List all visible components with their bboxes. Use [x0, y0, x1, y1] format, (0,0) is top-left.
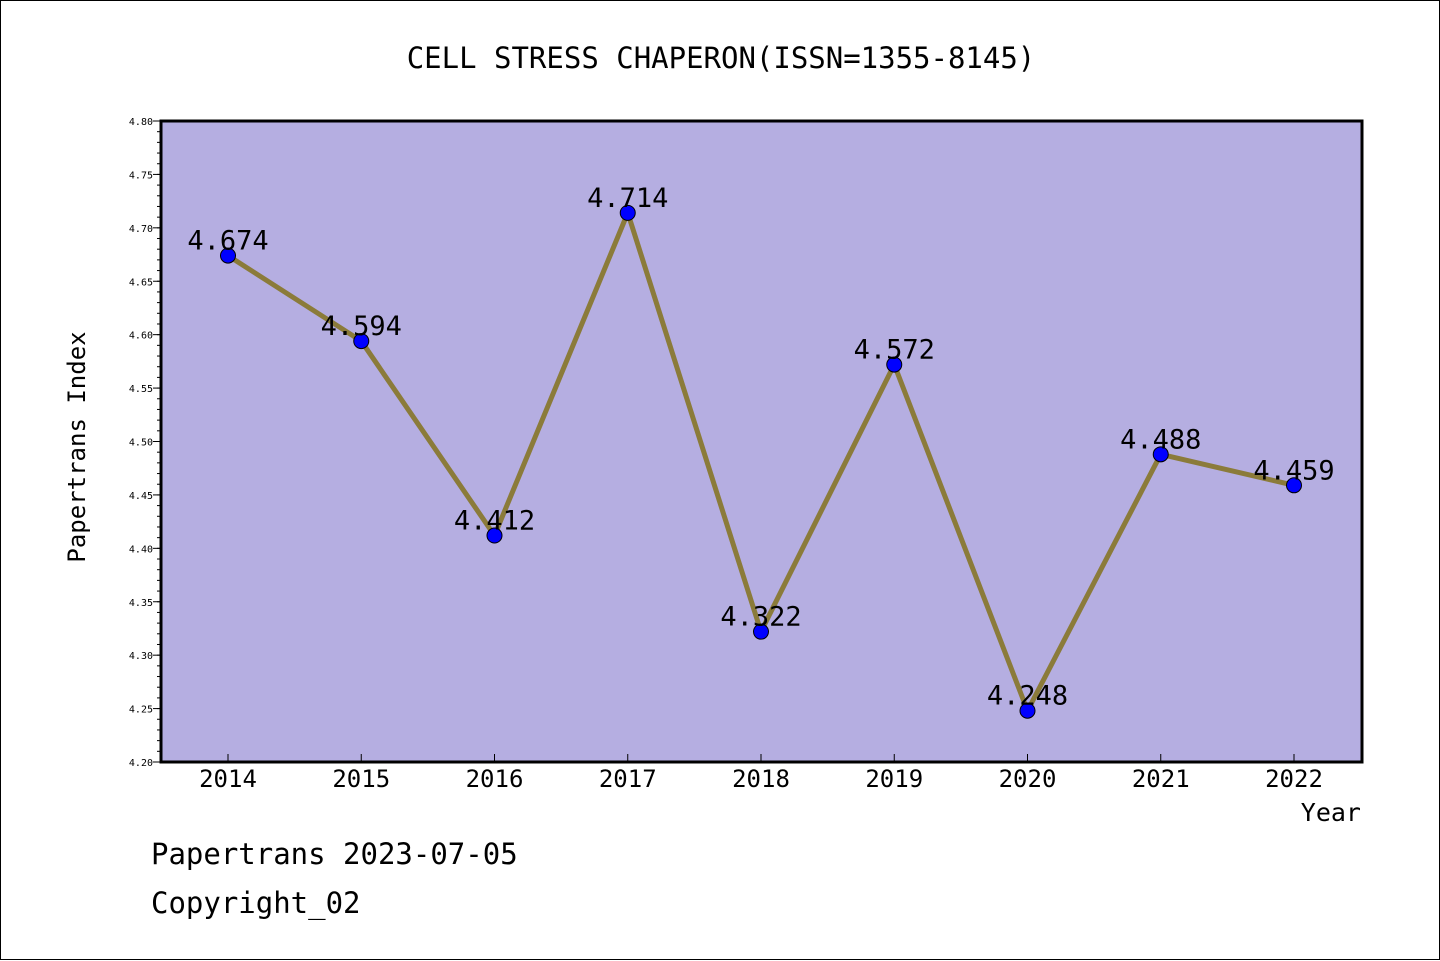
data-point-marker [619, 204, 636, 221]
footer-copyright-text: Copyright_02 [151, 886, 361, 920]
y-tick-label: 4.45 [129, 491, 153, 502]
y-tick-label: 4.80 [129, 117, 153, 128]
data-point-marker [220, 247, 236, 264]
data-value-label: 4.488 [1120, 424, 1201, 455]
data-value-label: 4.459 [1253, 455, 1334, 486]
label-layer: 4.674 4.594 4.412 4.714 4.322 4.572 4.248 4.488… [187, 183, 1334, 712]
y-tick-label: 4.75 [129, 170, 153, 181]
y-tick-label: 4.50 [129, 438, 153, 449]
plot-border [159, 119, 1364, 764]
y-tick-label: 4.25 [129, 705, 153, 716]
footer-date-text: Papertrans 2023-07-05 [151, 837, 518, 871]
y-tick-label: 4.60 [129, 331, 153, 342]
data-value-label: 4.412 [454, 506, 535, 537]
y-tick-label: 4.40 [129, 544, 153, 555]
x-tick-label: 2014 [199, 765, 257, 793]
chart-title: CELL STRESS CHAPERON(ISSN=1355-8145) [407, 41, 1036, 75]
data-point-marker [886, 356, 903, 373]
data-value-label: 4.674 [187, 226, 268, 257]
x-tick-label: 2020 [999, 765, 1057, 793]
data-point-marker [353, 333, 370, 350]
data-value-label: 4.714 [587, 183, 668, 214]
y-tick-label: 4.55 [129, 384, 153, 395]
y-tick-label: 4.30 [129, 651, 153, 662]
x-tick-label: 2018 [732, 765, 790, 793]
data-value-label: 4.322 [720, 602, 801, 633]
data-point-marker [1286, 477, 1302, 494]
data-point-marker [486, 527, 503, 544]
data-value-label: 4.594 [321, 311, 402, 342]
data-point-marker [1019, 702, 1036, 719]
x-tick-label: 2016 [466, 765, 524, 793]
ticks-layer: 4.20 4.25 4.30 4.35 4.40 4.45 4.50 4.55 4.60 4.65… [129, 117, 1323, 793]
marker-layer [220, 204, 1302, 719]
x-tick-label: 2017 [599, 765, 657, 793]
x-tick-label: 2015 [332, 765, 390, 793]
x-tick-label: 2019 [865, 765, 923, 793]
y-tick-label: 4.20 [129, 758, 153, 769]
y-tick-label: 4.35 [129, 598, 153, 609]
x-axis-label: Year [1301, 798, 1361, 827]
data-point-marker [1152, 446, 1169, 463]
y-axis-label: Papertrans Index [63, 331, 91, 562]
data-value-label: 4.248 [987, 681, 1068, 712]
data-point-marker [753, 623, 769, 640]
plot-area [161, 121, 1362, 762]
x-tick-label: 2022 [1265, 765, 1323, 793]
data-value-label: 4.572 [854, 335, 935, 366]
y-tick-label: 4.70 [129, 224, 153, 235]
x-tick-label: 2021 [1132, 765, 1190, 793]
y-tick-label: 4.65 [129, 277, 153, 288]
